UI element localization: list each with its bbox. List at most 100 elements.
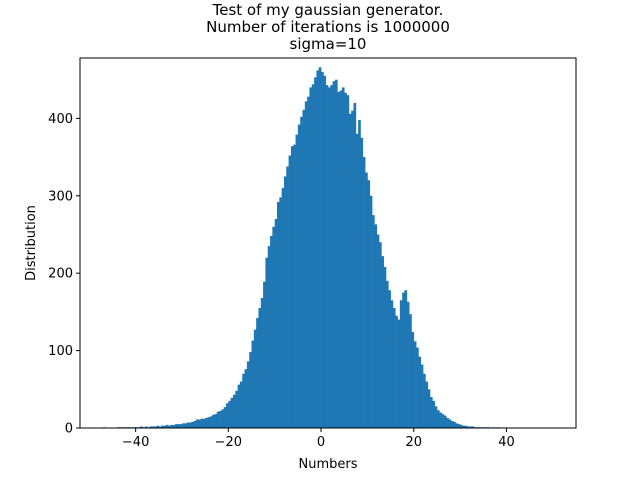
histogram-bar [334, 79, 338, 429]
histogram-bar [378, 242, 382, 428]
histogram-bar [272, 226, 276, 428]
y-tick-label: 100 [48, 344, 73, 359]
histogram-bar [283, 176, 287, 428]
histogram-bar [191, 421, 194, 428]
histogram-bar [406, 301, 410, 428]
histogram-bar [293, 144, 296, 428]
histogram-bar [242, 373, 245, 428]
histogram-bar [304, 101, 308, 428]
histogram-bar [450, 421, 454, 428]
histogram-bar [441, 414, 445, 428]
histogram-bar [399, 300, 403, 428]
histogram-bar [163, 425, 167, 428]
histogram-bar [281, 188, 285, 428]
histogram-bar [409, 314, 412, 428]
histogram-bar [411, 332, 415, 428]
histogram-bar [464, 425, 468, 428]
histogram-bar [443, 415, 447, 428]
histogram-bar [420, 364, 424, 428]
histogram-bar [341, 87, 345, 428]
histogram-bar [177, 424, 181, 428]
x-tick-label: 20 [405, 435, 422, 450]
histogram-bar [149, 426, 153, 428]
histogram-bar [309, 87, 313, 428]
histogram-bar [376, 234, 380, 428]
histogram-bar [355, 133, 359, 429]
histogram-bar [369, 195, 373, 428]
histogram-bar [348, 113, 352, 428]
histogram-bar [318, 67, 322, 428]
histogram-bar [205, 417, 208, 428]
histogram-bar [332, 81, 336, 428]
chart-title-line-2: Number of iterations is 1000000 [206, 18, 450, 36]
histogram-bar [246, 361, 250, 428]
histogram-bar [181, 423, 185, 428]
histogram-bar [290, 146, 294, 429]
histogram-bar [413, 341, 417, 428]
histogram-bar [267, 246, 271, 428]
histogram-bar [469, 426, 473, 428]
histogram-bar [184, 423, 187, 428]
y-tick-label: 300 [48, 189, 73, 204]
histogram-bar [260, 297, 264, 428]
y-axis-label: Distribution [24, 205, 39, 281]
histogram-bar [186, 422, 190, 428]
histogram-bar [140, 426, 143, 428]
histogram-bar [390, 300, 394, 428]
histogram-bar [436, 410, 440, 428]
histogram-bar [295, 134, 299, 428]
histogram-bar [455, 423, 459, 428]
histogram-bar [418, 356, 422, 428]
chart-title-line-3: sigma=10 [290, 35, 367, 53]
histogram-bar [219, 410, 222, 428]
histogram-bar [416, 347, 419, 428]
histogram-bar [381, 256, 384, 428]
histogram-bar [316, 70, 320, 428]
histogram-bar [457, 424, 461, 428]
histogram-bar [358, 119, 361, 429]
histogram-bar [151, 426, 155, 428]
histogram-bar [311, 84, 315, 428]
histogram-bar [221, 409, 225, 428]
histogram-bar [170, 424, 174, 428]
histogram-bar [288, 155, 292, 428]
histogram-bar [274, 219, 278, 428]
histogram-bar [188, 422, 192, 428]
histogram-bar [198, 419, 201, 428]
histogram-bar [232, 394, 236, 428]
histogram-bar [251, 340, 255, 428]
x-axis-label: Numbers [299, 457, 358, 472]
y-tick-label: 0 [65, 422, 73, 437]
histogram-bar [172, 424, 176, 428]
histogram-bar [300, 116, 303, 428]
histogram-bar [360, 137, 364, 429]
chart-title-line-1: Test of my gaussian generator. [212, 1, 444, 19]
histogram-bar [258, 308, 262, 428]
histogram-bar [223, 407, 227, 428]
histogram-bar [314, 77, 317, 428]
histogram-bar [193, 421, 197, 428]
histogram-bar [239, 381, 243, 428]
histogram-bar [328, 87, 331, 428]
histogram-bar [439, 412, 442, 428]
histogram-bar [228, 400, 232, 428]
histogram-bar [446, 417, 449, 428]
histogram-bar [367, 180, 371, 428]
histogram-bar [321, 71, 324, 429]
x-tick-label: −40 [122, 435, 149, 450]
histogram-bar [279, 197, 282, 428]
histogram-bar [195, 419, 199, 428]
histogram-bar [212, 414, 215, 428]
histogram-bar [402, 292, 405, 428]
histogram-bar [425, 381, 429, 428]
histogram-bar [462, 425, 466, 428]
y-tick-label: 400 [48, 112, 73, 127]
histogram-bar [362, 157, 366, 428]
histogram-bar [161, 425, 164, 428]
histogram-bar [154, 426, 157, 428]
histogram-bar [346, 95, 350, 429]
histogram-bar [158, 426, 162, 428]
histogram-bar [395, 315, 398, 428]
histogram-bar [263, 281, 266, 428]
